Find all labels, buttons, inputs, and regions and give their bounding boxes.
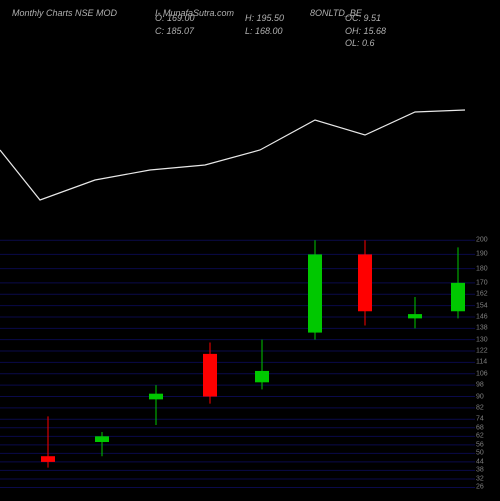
y-tick-label: 38 (476, 467, 484, 474)
l-label: L: (245, 26, 253, 36)
o-label: O: (155, 13, 165, 23)
y-tick-label: 122 (476, 348, 488, 355)
y-tick-label: 90 (476, 393, 484, 400)
y-tick-label: 200 (476, 237, 488, 244)
y-tick-label: 138 (476, 325, 488, 332)
h-label: H: (245, 13, 254, 23)
y-tick-label: 114 (476, 359, 487, 366)
y-tick-label: 26 (476, 484, 484, 491)
y-tick-label: 44 (476, 458, 484, 465)
ohlc-block-ratio: OC: 9.51 OH: 15.68 OL: 0.6 (345, 12, 386, 50)
y-tick-label: 106 (476, 370, 488, 377)
y-tick-label: 82 (476, 404, 484, 411)
candle-body (203, 354, 217, 397)
y-tick-label: 62 (476, 433, 484, 440)
chart-title-left: Monthly Charts NSE MOD (12, 8, 117, 18)
candle-body (408, 314, 422, 318)
c-label: C: (155, 26, 164, 36)
candle-body (308, 254, 322, 332)
y-tick-label: 146 (476, 313, 488, 320)
y-tick-label: 162 (476, 291, 488, 298)
o-value: 169.00 (167, 13, 195, 23)
y-tick-label: 74 (476, 416, 484, 423)
candle-svg (0, 226, 475, 496)
y-tick-label: 32 (476, 475, 484, 482)
oh-label: OH: (345, 26, 361, 36)
ol-value: 0.6 (362, 38, 375, 48)
lower-candle-chart (0, 226, 475, 496)
oh-value: 15.68 (364, 26, 387, 36)
price-line (0, 110, 465, 200)
y-tick-label: 98 (476, 382, 484, 389)
ohlc-block-hl: H: 195.50 L: 168.00 (245, 12, 284, 37)
y-tick-label: 180 (476, 265, 488, 272)
y-tick-label: 190 (476, 251, 488, 258)
oc-value: 9.51 (364, 13, 382, 23)
candle-body (358, 254, 372, 311)
c-value: 185.07 (167, 26, 195, 36)
y-axis-labels: 200 190 180 170 162 154 146 138 130 122 114 106 98 90… (476, 226, 498, 496)
candle-body (41, 456, 55, 462)
oc-label: OC: (345, 13, 361, 23)
h-value: 195.50 (257, 13, 285, 23)
y-tick-label: 50 (476, 450, 484, 457)
candle-body (149, 394, 163, 400)
upper-line-chart (0, 50, 475, 230)
y-tick-label: 68 (476, 424, 484, 431)
ohlc-block-oc: O: 169.00 C: 185.07 (155, 12, 195, 37)
y-tick-label: 56 (476, 441, 484, 448)
candle-body (451, 283, 465, 311)
candle-body (255, 371, 269, 382)
y-tick-label: 154 (476, 302, 488, 309)
l-value: 168.00 (255, 26, 283, 36)
y-tick-label: 130 (476, 336, 488, 343)
y-tick-label: 170 (476, 279, 488, 286)
ol-label: OL: (345, 38, 360, 48)
candle-body (95, 436, 109, 442)
